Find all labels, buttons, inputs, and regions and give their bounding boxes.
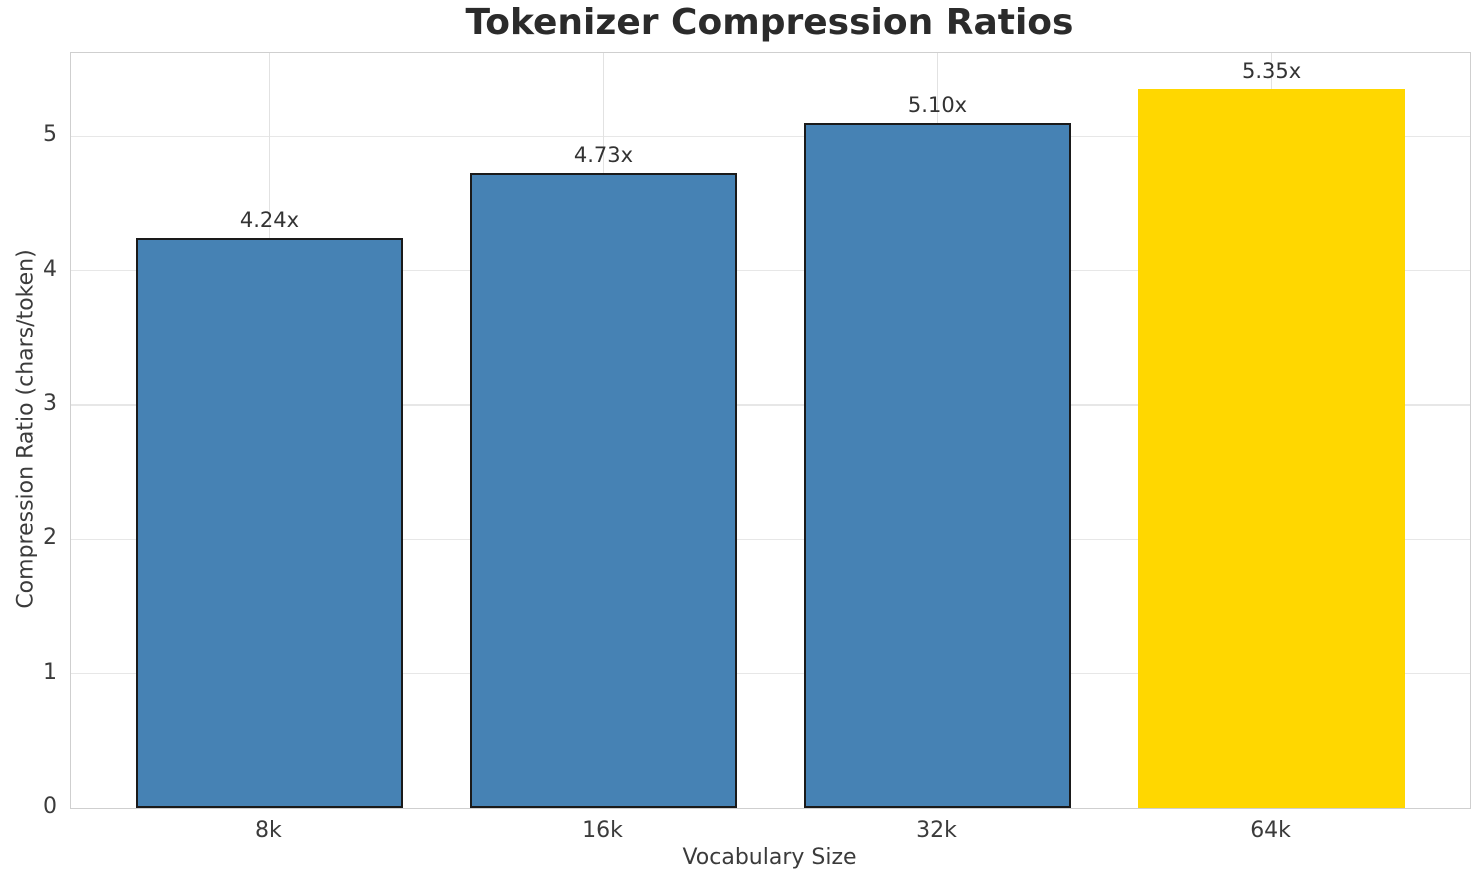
- bar-value-label: 4.24x: [239, 208, 300, 233]
- h-gridline: [71, 538, 1470, 541]
- bar-32k: [803, 122, 1072, 808]
- y-tick-label: 1: [43, 659, 57, 685]
- x-axis-label: Vocabulary Size: [682, 845, 857, 870]
- y-tick-label: 5: [43, 122, 57, 148]
- bar-value-label: 4.73x: [573, 142, 634, 167]
- h-gridline: [71, 404, 1470, 406]
- bar-64k: [1137, 89, 1406, 808]
- x-tick-label: 16k: [582, 818, 623, 843]
- bar-8k: [135, 238, 404, 808]
- x-tick-label: 8k: [255, 818, 282, 843]
- h-gridline: [71, 672, 1470, 675]
- y-tick-label: 2: [43, 525, 57, 551]
- bar-value-label: 5.35x: [1241, 59, 1302, 84]
- x-tick-label: 32k: [916, 818, 957, 843]
- plot-area: 4.24x 4.73x 5.10x 5.35x: [70, 52, 1471, 809]
- bar-16k: [469, 172, 738, 808]
- chart-title: Tokenizer Compression Ratios: [465, 2, 1074, 43]
- y-tick-label: 0: [43, 794, 57, 819]
- y-axis-label: Compression Ratio (chars/token): [13, 249, 39, 609]
- h-gridline: [71, 135, 1470, 138]
- x-tick-label: 64k: [1250, 818, 1291, 843]
- bar-value-label: 5.10x: [907, 92, 968, 117]
- y-tick-label: 4: [43, 256, 57, 282]
- y-tick-label: 3: [43, 390, 57, 416]
- h-gridline: [71, 269, 1470, 272]
